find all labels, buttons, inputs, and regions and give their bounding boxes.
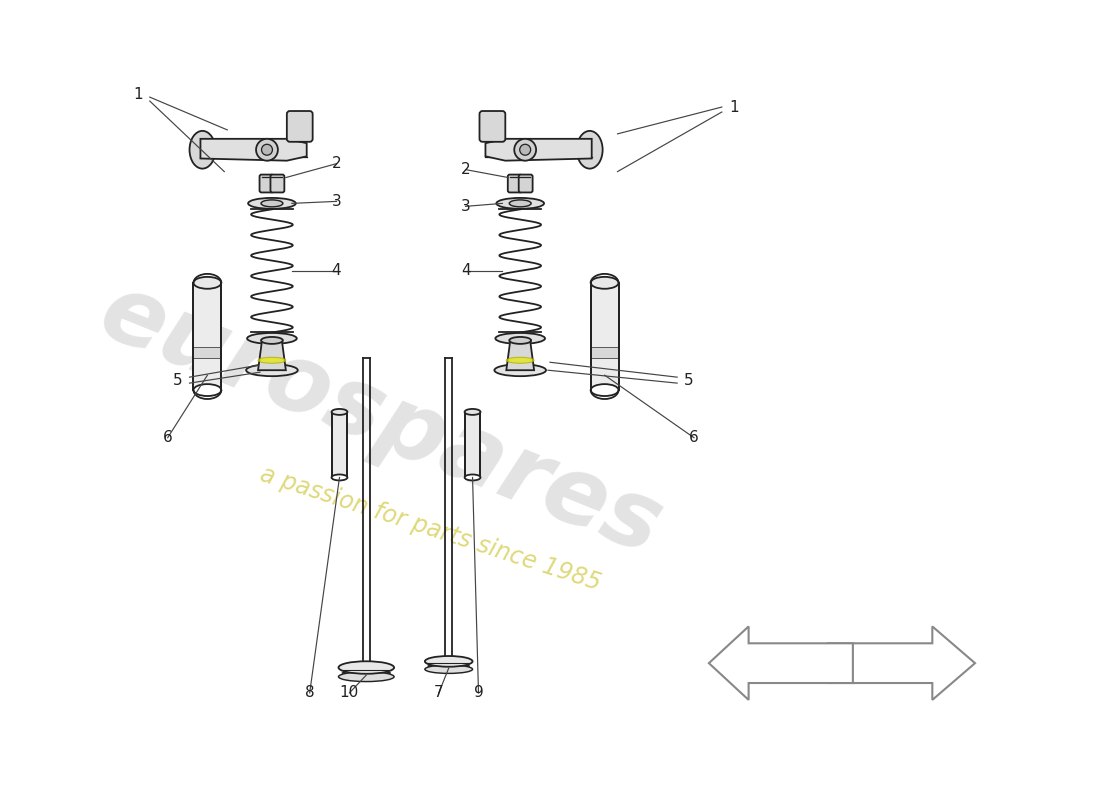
Ellipse shape bbox=[496, 198, 544, 209]
Ellipse shape bbox=[189, 131, 216, 169]
FancyBboxPatch shape bbox=[508, 174, 521, 193]
Text: 4: 4 bbox=[332, 263, 341, 278]
FancyBboxPatch shape bbox=[271, 174, 285, 193]
FancyBboxPatch shape bbox=[591, 347, 618, 358]
Ellipse shape bbox=[425, 665, 473, 674]
Text: 2: 2 bbox=[332, 156, 341, 171]
Ellipse shape bbox=[506, 358, 535, 363]
Ellipse shape bbox=[464, 474, 481, 481]
Text: 7: 7 bbox=[434, 686, 443, 701]
Ellipse shape bbox=[464, 409, 481, 415]
Polygon shape bbox=[258, 341, 286, 370]
FancyBboxPatch shape bbox=[194, 283, 221, 390]
Ellipse shape bbox=[339, 662, 394, 674]
Ellipse shape bbox=[425, 656, 473, 666]
Ellipse shape bbox=[509, 337, 531, 344]
Ellipse shape bbox=[576, 131, 603, 169]
Text: 1: 1 bbox=[133, 86, 143, 102]
Text: 2: 2 bbox=[461, 162, 471, 177]
Ellipse shape bbox=[591, 277, 618, 289]
Polygon shape bbox=[708, 626, 852, 700]
Ellipse shape bbox=[258, 358, 286, 363]
Ellipse shape bbox=[246, 364, 298, 376]
Ellipse shape bbox=[248, 333, 297, 344]
Text: 5: 5 bbox=[684, 373, 694, 388]
Ellipse shape bbox=[331, 474, 348, 481]
FancyBboxPatch shape bbox=[519, 174, 532, 193]
Ellipse shape bbox=[591, 384, 618, 396]
Text: 8: 8 bbox=[305, 686, 315, 701]
FancyBboxPatch shape bbox=[331, 412, 348, 478]
Circle shape bbox=[256, 139, 278, 161]
Ellipse shape bbox=[261, 200, 283, 207]
FancyBboxPatch shape bbox=[591, 283, 618, 390]
FancyBboxPatch shape bbox=[260, 174, 274, 193]
FancyBboxPatch shape bbox=[480, 111, 505, 142]
Text: 3: 3 bbox=[331, 194, 341, 209]
Polygon shape bbox=[485, 139, 592, 161]
Text: 3: 3 bbox=[461, 199, 471, 214]
Ellipse shape bbox=[509, 200, 531, 207]
Ellipse shape bbox=[494, 364, 546, 376]
Ellipse shape bbox=[261, 337, 283, 344]
Text: 9: 9 bbox=[474, 686, 483, 701]
Ellipse shape bbox=[339, 672, 394, 682]
Ellipse shape bbox=[495, 333, 544, 344]
Text: 6: 6 bbox=[163, 430, 173, 446]
FancyBboxPatch shape bbox=[464, 412, 481, 478]
Text: 10: 10 bbox=[340, 686, 359, 701]
Text: 4: 4 bbox=[461, 263, 471, 278]
Polygon shape bbox=[200, 139, 307, 161]
Polygon shape bbox=[506, 341, 535, 370]
Ellipse shape bbox=[331, 409, 348, 415]
Polygon shape bbox=[828, 626, 975, 700]
Ellipse shape bbox=[194, 384, 221, 396]
Circle shape bbox=[515, 139, 536, 161]
Ellipse shape bbox=[249, 198, 296, 209]
FancyBboxPatch shape bbox=[287, 111, 312, 142]
Text: a passion for parts since 1985: a passion for parts since 1985 bbox=[257, 462, 604, 596]
Text: 1: 1 bbox=[729, 99, 738, 114]
Text: 5: 5 bbox=[173, 373, 183, 388]
Circle shape bbox=[519, 144, 530, 155]
Text: eurospares: eurospares bbox=[87, 266, 675, 574]
Circle shape bbox=[262, 144, 273, 155]
Text: 6: 6 bbox=[689, 430, 698, 446]
FancyBboxPatch shape bbox=[194, 347, 221, 358]
Ellipse shape bbox=[194, 277, 221, 289]
